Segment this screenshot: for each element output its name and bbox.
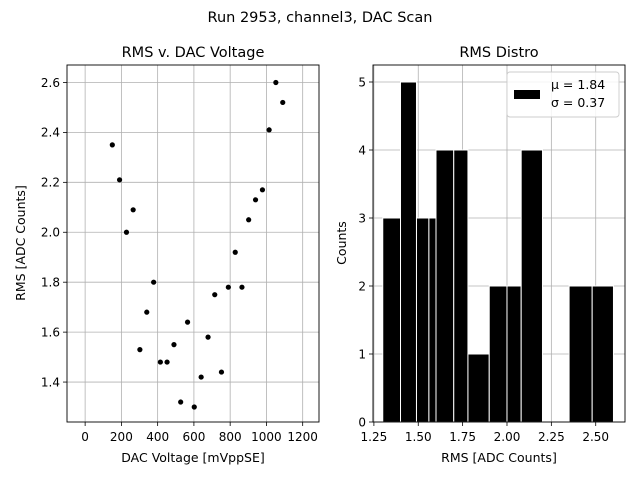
y-tick-label: 2.0 xyxy=(41,226,60,240)
y-tick-label: 1.6 xyxy=(41,325,60,339)
scatter-plot: 0 200 400 600 800 1000 1200 1.4 1.6 1.8 2.0 2.2 2.4 2… xyxy=(13,45,320,465)
scatter-point xyxy=(171,342,177,348)
scatter-points xyxy=(109,79,286,410)
histogram-bar xyxy=(453,149,469,423)
scatter-point xyxy=(116,177,123,183)
scatter-point xyxy=(151,279,157,285)
figure-suptitle: Run 2953, channel3, DAC Scan xyxy=(208,10,433,26)
scatter-point xyxy=(259,187,266,193)
scatter-point xyxy=(205,334,211,340)
histogram-bar xyxy=(506,285,522,423)
histogram-axes-frame xyxy=(372,64,626,423)
x-tick-label: 0 xyxy=(81,430,89,444)
x-tick-label: 2.25 xyxy=(538,430,565,444)
y-tick-label: 2.4 xyxy=(41,126,60,140)
y-tick-label: 2.6 xyxy=(41,76,60,90)
scatter-point xyxy=(178,399,184,405)
scatter-point xyxy=(225,284,231,290)
histogram-bar xyxy=(400,81,417,423)
histogram-bar xyxy=(520,149,543,423)
legend-entry-stddev: σ = 0.37 xyxy=(551,95,605,110)
x-tick-label: 400 xyxy=(146,430,169,444)
y-tick-label: 4 xyxy=(358,143,366,157)
scatter-point xyxy=(232,249,238,255)
scatter-point xyxy=(137,347,143,353)
scatter-point xyxy=(144,309,150,315)
histogram-bar xyxy=(568,285,593,423)
scatter-point xyxy=(212,292,218,298)
scatter-point xyxy=(130,207,136,213)
scatter-grid xyxy=(67,65,319,422)
histogram-bar xyxy=(488,285,508,423)
legend-frame xyxy=(506,71,620,118)
scatter-point xyxy=(266,127,272,133)
histogram-bar xyxy=(591,285,614,423)
x-tick-label: 800 xyxy=(219,430,242,444)
scatter-point xyxy=(246,217,252,223)
scatter-point xyxy=(109,142,115,148)
histogram-bar xyxy=(428,217,437,423)
y-tick-label: 5 xyxy=(358,75,366,89)
scatter-point xyxy=(252,197,259,203)
scatter-point xyxy=(123,229,130,235)
scatter-point xyxy=(164,359,170,365)
scatter-title: RMS v. DAC Voltage xyxy=(122,45,265,61)
x-tick-label: 1.25 xyxy=(361,430,388,444)
histogram-ticks: 1.25 1.50 1.75 2.00 2.25 2.50 0 1 2 3 4 5 xyxy=(358,75,609,444)
scatter-point xyxy=(198,374,204,380)
y-tick-label: 2.2 xyxy=(41,176,60,190)
x-tick-label: 2.50 xyxy=(582,430,609,444)
scatter-point xyxy=(184,319,191,325)
histogram-bar xyxy=(467,353,490,423)
histogram-title: RMS Distro xyxy=(459,45,538,61)
scatter-axes-frame xyxy=(66,64,320,423)
y-tick-label: 1.8 xyxy=(41,275,60,289)
scatter-ticks: 0 200 400 600 800 1000 1200 1.4 1.6 1.8 2.0 2.2 2.4 2… xyxy=(41,76,318,444)
histogram-bar xyxy=(415,217,430,423)
x-tick-label: 200 xyxy=(110,430,133,444)
legend-swatch xyxy=(514,90,540,99)
scatter-point xyxy=(191,404,197,410)
histogram-bar xyxy=(435,149,455,423)
scatter-x-axis-label: DAC Voltage [mVppSE] xyxy=(121,450,264,465)
scatter-point xyxy=(218,369,225,375)
x-tick-label: 2.00 xyxy=(494,430,521,444)
scatter-point xyxy=(273,79,279,86)
histogram-bars xyxy=(382,81,614,423)
y-tick-label: 0 xyxy=(358,415,366,429)
histogram-bar xyxy=(382,217,402,423)
scatter-y-axis-label: RMS [ADC Counts] xyxy=(13,185,28,301)
y-tick-label: 1.4 xyxy=(41,375,60,389)
y-tick-label: 1 xyxy=(358,347,366,361)
x-tick-label: 1.75 xyxy=(449,430,476,444)
y-tick-label: 2 xyxy=(358,279,366,293)
scatter-point xyxy=(280,99,286,106)
x-tick-label: 1.50 xyxy=(405,430,432,444)
y-tick-label: 3 xyxy=(358,211,366,225)
x-tick-label: 1000 xyxy=(251,430,282,444)
histogram-plot: 1.25 1.50 1.75 2.00 2.25 2.50 0 1 2 3 4 5 RMS Distr… xyxy=(334,45,626,465)
histogram-y-axis-label: Counts xyxy=(334,221,349,265)
scatter-point xyxy=(239,284,245,290)
legend-entry-mean: μ = 1.84 xyxy=(551,77,605,92)
histogram-x-axis-label: RMS [ADC Counts] xyxy=(441,450,557,465)
x-tick-label: 1200 xyxy=(287,430,318,444)
histogram-legend: μ = 1.84 σ = 0.37 xyxy=(506,71,620,118)
scatter-point xyxy=(157,359,163,365)
x-tick-label: 600 xyxy=(182,430,205,444)
